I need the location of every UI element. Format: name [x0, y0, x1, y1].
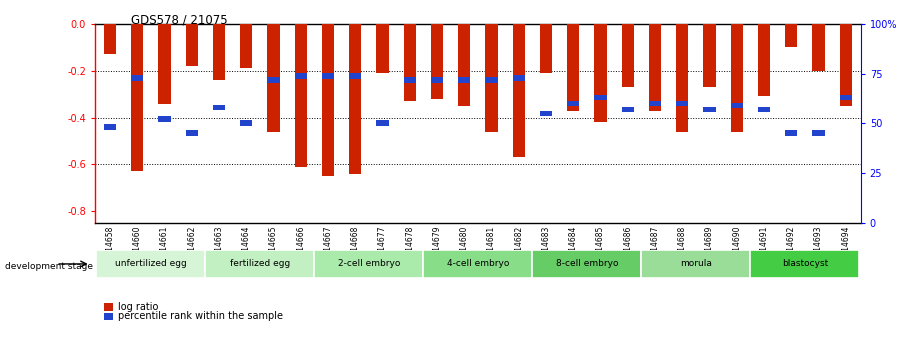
Bar: [786, 24, 797, 48]
Bar: [840, 95, 852, 100]
Bar: [240, 120, 253, 126]
Bar: [213, 24, 226, 80]
Bar: [213, 105, 226, 110]
Bar: [567, 101, 580, 106]
Bar: [730, 102, 743, 108]
Bar: [314, 250, 423, 278]
Bar: [622, 107, 634, 112]
Bar: [840, 24, 852, 106]
Bar: [486, 24, 497, 131]
Bar: [104, 24, 116, 55]
Bar: [750, 250, 859, 278]
Text: percentile rank within the sample: percentile rank within the sample: [118, 312, 283, 321]
Text: 4-cell embryo: 4-cell embryo: [447, 259, 509, 268]
Bar: [349, 73, 361, 79]
Bar: [458, 77, 470, 82]
Bar: [159, 117, 170, 122]
Bar: [513, 75, 525, 81]
Bar: [786, 130, 797, 136]
Bar: [376, 24, 389, 73]
Bar: [649, 101, 661, 106]
Bar: [813, 130, 824, 136]
Bar: [104, 125, 116, 130]
Text: log ratio: log ratio: [118, 302, 159, 312]
Bar: [540, 110, 552, 116]
Bar: [206, 250, 314, 278]
Bar: [431, 77, 443, 82]
Text: 2-cell embryo: 2-cell embryo: [338, 259, 400, 268]
Bar: [322, 24, 334, 176]
Bar: [131, 24, 143, 171]
Text: unfertilized egg: unfertilized egg: [115, 259, 187, 268]
Text: morula: morula: [680, 259, 712, 268]
Bar: [703, 107, 716, 112]
Bar: [267, 77, 280, 82]
Bar: [376, 120, 389, 126]
Bar: [649, 24, 661, 110]
Bar: [757, 107, 770, 112]
Bar: [131, 75, 143, 81]
Text: blastocyst: blastocyst: [782, 259, 828, 268]
Bar: [730, 24, 743, 131]
Bar: [641, 250, 750, 278]
Bar: [540, 24, 552, 73]
Text: GDS578 / 21075: GDS578 / 21075: [131, 14, 228, 27]
Bar: [813, 24, 824, 71]
Text: 8-cell embryo: 8-cell embryo: [555, 259, 618, 268]
Text: fertilized egg: fertilized egg: [230, 259, 290, 268]
Bar: [349, 24, 361, 174]
Bar: [622, 24, 634, 87]
Bar: [186, 130, 198, 136]
Bar: [486, 77, 497, 82]
Bar: [240, 24, 253, 69]
Bar: [159, 24, 170, 104]
Text: development stage: development stage: [5, 262, 92, 271]
Bar: [703, 24, 716, 87]
Bar: [431, 24, 443, 99]
Bar: [404, 77, 416, 82]
Bar: [594, 95, 607, 100]
Bar: [757, 24, 770, 97]
Bar: [594, 24, 607, 122]
Bar: [513, 24, 525, 157]
Bar: [676, 24, 689, 131]
Bar: [458, 24, 470, 106]
Bar: [423, 250, 533, 278]
Bar: [294, 73, 307, 79]
Bar: [404, 24, 416, 101]
Bar: [294, 24, 307, 167]
Bar: [533, 250, 641, 278]
Bar: [186, 24, 198, 66]
Bar: [676, 101, 689, 106]
Bar: [567, 24, 580, 110]
Bar: [322, 73, 334, 79]
Bar: [267, 24, 280, 131]
Bar: [97, 250, 206, 278]
